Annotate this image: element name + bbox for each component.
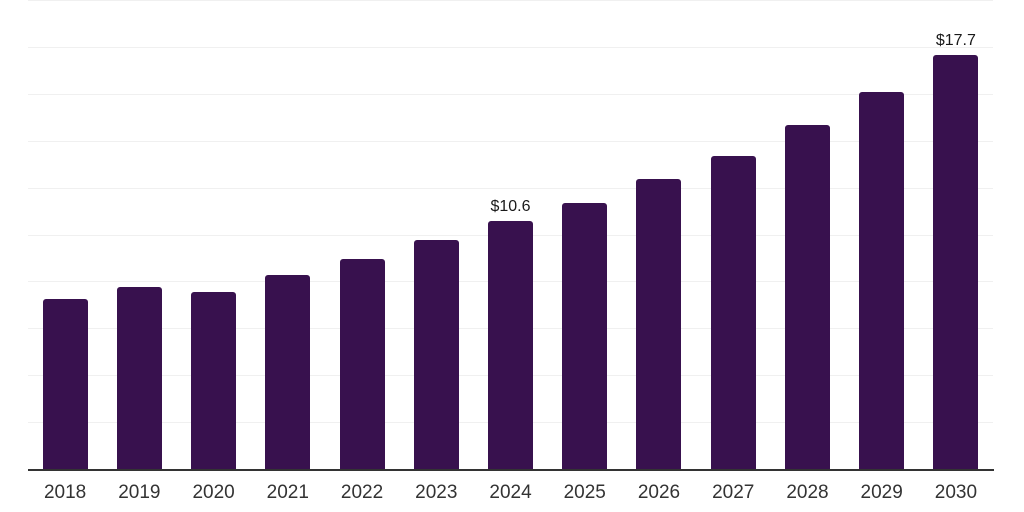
bar-2030 <box>933 54 979 470</box>
x-axis-tick-label-2025: 2025 <box>563 482 606 503</box>
x-axis-tick-label-2026: 2026 <box>637 482 681 503</box>
x-axis-tick-label-2019: 2019 <box>118 482 161 503</box>
x-axis-tick-label-2030: 2030 <box>934 482 978 503</box>
x-axis-tick-label-2021: 2021 <box>266 482 309 503</box>
bar-2020 <box>191 291 237 470</box>
x-axis-tick-label-2023: 2023 <box>415 482 458 503</box>
x-axis-tick-label-2027: 2027 <box>712 482 755 503</box>
x-axis-tick-label-2028: 2028 <box>786 482 829 503</box>
x-axis-tick-label-2029: 2029 <box>860 482 903 503</box>
x-axis: 2018 2019 2020 2021 2022 2023 2024 2025 2026 2027… <box>28 482 993 504</box>
gridline <box>28 93 993 95</box>
gridline <box>28 0 993 1</box>
bar-2029 <box>859 92 905 470</box>
gridline <box>28 140 993 142</box>
x-axis-tick-label-2022: 2022 <box>340 482 384 503</box>
bar-2018 <box>42 298 88 470</box>
bar-value-label-2024: $10.6 <box>490 198 531 216</box>
bar-2026 <box>636 179 682 470</box>
gridline <box>28 187 993 189</box>
bar-2027 <box>710 155 756 470</box>
plot-area: $10.6 $17.7 <box>28 0 993 470</box>
bar-2022 <box>339 258 385 470</box>
bar-2019 <box>116 287 162 470</box>
x-axis-tick-label-2018: 2018 <box>43 482 87 503</box>
bar-2023 <box>413 240 459 470</box>
gridline <box>28 46 993 48</box>
bar-2025 <box>562 202 608 470</box>
x-axis-line <box>28 469 994 471</box>
x-axis-tick-label-2024: 2024 <box>489 482 532 503</box>
x-axis-tick-label-2020: 2020 <box>192 482 235 503</box>
bar-value-label-2030: $17.7 <box>935 31 976 49</box>
bar-2021 <box>265 275 311 470</box>
bar-2028 <box>784 125 830 470</box>
bar-2024 <box>488 221 533 470</box>
